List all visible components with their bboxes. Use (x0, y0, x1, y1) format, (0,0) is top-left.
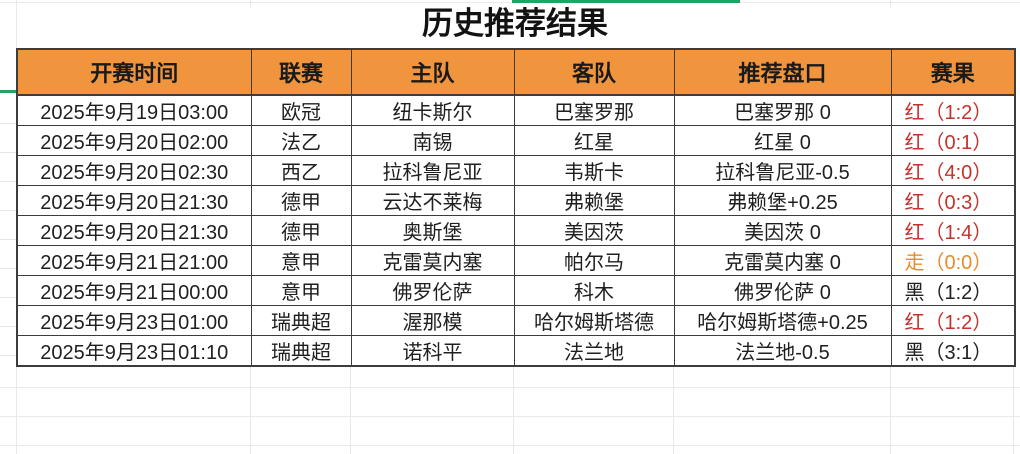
cell-result[interactable]: 红（1:2） (890, 305, 1016, 336)
cell-home-team[interactable]: 云达不莱梅 (350, 185, 515, 216)
header-cell-league[interactable]: 联赛 (250, 48, 352, 96)
cell-home-team[interactable]: 克雷莫内塞 (350, 245, 515, 276)
cell-home-team[interactable]: 奥斯堡 (350, 215, 515, 246)
cell-home-team[interactable]: 渥那模 (350, 305, 515, 336)
cell-result[interactable]: 红（1:4） (890, 215, 1016, 246)
cell-kickoff-time[interactable]: 2025年9月21日21:00 (16, 245, 252, 276)
cell-away-team[interactable]: 法兰地 (513, 335, 675, 367)
cell-home-team[interactable]: 诺科平 (350, 335, 515, 367)
results-table: 开赛时间 联赛 主队 客队 推荐盘口 赛果 2025年9月19日03:00 欧冠… (16, 48, 1016, 367)
cell-away-team[interactable]: 红星 (513, 125, 675, 156)
cell-handicap[interactable]: 红星 0 (673, 125, 892, 156)
gridline (0, 387, 1020, 388)
cell-handicap[interactable]: 拉科鲁尼亚-0.5 (673, 155, 892, 186)
cell-home-team[interactable]: 南锡 (350, 125, 515, 156)
cell-handicap[interactable]: 巴塞罗那 0 (673, 94, 892, 126)
page-title: 历史推荐结果 (422, 6, 608, 41)
gridline (250, 0, 251, 8)
cell-away-team[interactable]: 弗赖堡 (513, 185, 675, 216)
gridline (0, 416, 1020, 417)
cell-result[interactable]: 走（0:0） (890, 245, 1016, 276)
cell-away-team[interactable]: 科木 (513, 275, 675, 306)
cell-league[interactable]: 瑞典超 (250, 305, 352, 336)
cell-home-team[interactable]: 佛罗伦萨 (350, 275, 515, 306)
cell-handicap[interactable]: 美因茨 0 (673, 215, 892, 246)
table-row: 2025年9月23日01:00 瑞典超 渥那模 哈尔姆斯塔德 哈尔姆斯塔德+0.… (16, 305, 1016, 336)
header-cell-away-team[interactable]: 客队 (513, 48, 675, 96)
header-cell-home-team[interactable]: 主队 (350, 48, 515, 96)
gridline (0, 445, 1020, 446)
cell-kickoff-time[interactable]: 2025年9月20日21:30 (16, 215, 252, 246)
table-row: 2025年9月20日21:30 德甲 云达不莱梅 弗赖堡 弗赖堡+0.25 红（… (16, 185, 1016, 216)
table-row: 2025年9月20日02:00 法乙 南锡 红星 红星 0 红（0:1） (16, 125, 1016, 156)
cell-league[interactable]: 意甲 (250, 245, 352, 276)
cell-home-team[interactable]: 纽卡斯尔 (350, 94, 515, 126)
cell-kickoff-time[interactable]: 2025年9月21日00:00 (16, 275, 252, 306)
header-row: 开赛时间 联赛 主队 客队 推荐盘口 赛果 (16, 48, 1016, 96)
table-row: 2025年9月20日21:30 德甲 奥斯堡 美因茨 美因茨 0 红（1:4） (16, 215, 1016, 246)
row-gutter (0, 95, 16, 357)
header-cell-handicap[interactable]: 推荐盘口 (673, 48, 892, 96)
gridline (890, 357, 891, 454)
header-cell-kickoff-time[interactable]: 开赛时间 (16, 48, 252, 96)
cell-league[interactable]: 法乙 (250, 125, 352, 156)
cell-result[interactable]: 红（4:0） (890, 155, 1016, 186)
cell-handicap[interactable]: 克雷莫内塞 0 (673, 245, 892, 276)
cell-result[interactable]: 红（1:2） (890, 94, 1016, 126)
gridline (250, 357, 251, 454)
gridline (1013, 357, 1014, 454)
table-row: 2025年9月21日00:00 意甲 佛罗伦萨 科木 佛罗伦萨 0 黑（1:2） (16, 275, 1016, 306)
table-row: 2025年9月21日21:00 意甲 克雷莫内塞 帕尔马 克雷莫内塞 0 走（0… (16, 245, 1016, 276)
gridline (673, 357, 674, 454)
cell-league[interactable]: 意甲 (250, 275, 352, 306)
cell-result[interactable]: 红（0:1） (890, 125, 1016, 156)
cell-away-team[interactable]: 巴塞罗那 (513, 94, 675, 126)
gridline (513, 357, 514, 454)
cell-away-team[interactable]: 帕尔马 (513, 245, 675, 276)
cell-away-team[interactable]: 哈尔姆斯塔德 (513, 305, 675, 336)
cell-handicap[interactable]: 弗赖堡+0.25 (673, 185, 892, 216)
table-row: 2025年9月19日03:00 欧冠 纽卡斯尔 巴塞罗那 巴塞罗那 0 红（1:… (16, 94, 1016, 126)
header-cell-result[interactable]: 赛果 (890, 48, 1016, 96)
cell-league[interactable]: 瑞典超 (250, 335, 352, 367)
cell-league[interactable]: 德甲 (250, 215, 352, 246)
cell-away-team[interactable]: 美因茨 (513, 215, 675, 246)
cell-result[interactable]: 黑（1:2） (890, 275, 1016, 306)
gridline (0, 2, 1020, 3)
table-row: 2025年9月23日01:10 瑞典超 诺科平 法兰地 法兰地-0.5 黑（3:… (16, 335, 1016, 367)
selection-border-top (512, 0, 740, 3)
gridline (890, 0, 891, 8)
table-row: 2025年9月20日02:30 西乙 拉科鲁尼亚 韦斯卡 拉科鲁尼亚-0.5 红… (16, 155, 1016, 186)
cell-kickoff-time[interactable]: 2025年9月23日01:10 (16, 335, 252, 367)
gridline (350, 357, 351, 454)
cell-home-team[interactable]: 拉科鲁尼亚 (350, 155, 515, 186)
cell-kickoff-time[interactable]: 2025年9月19日03:00 (16, 94, 252, 126)
cell-kickoff-time[interactable]: 2025年9月20日02:30 (16, 155, 252, 186)
cell-handicap[interactable]: 佛罗伦萨 0 (673, 275, 892, 306)
cell-kickoff-time[interactable]: 2025年9月20日21:30 (16, 185, 252, 216)
cell-handicap[interactable]: 哈尔姆斯塔德+0.25 (673, 305, 892, 336)
cell-league[interactable]: 德甲 (250, 185, 352, 216)
cell-result[interactable]: 黑（3:1） (890, 335, 1016, 367)
cell-result[interactable]: 红（0:3） (890, 185, 1016, 216)
cell-away-team[interactable]: 韦斯卡 (513, 155, 675, 186)
cell-kickoff-time[interactable]: 2025年9月23日01:00 (16, 305, 252, 336)
table-body: 2025年9月19日03:00 欧冠 纽卡斯尔 巴塞罗那 巴塞罗那 0 红（1:… (16, 94, 1016, 367)
selection-border-left (0, 90, 16, 93)
cell-league[interactable]: 西乙 (250, 155, 352, 186)
cell-league[interactable]: 欧冠 (250, 94, 352, 126)
cell-kickoff-time[interactable]: 2025年9月20日02:00 (16, 125, 252, 156)
cell-handicap[interactable]: 法兰地-0.5 (673, 335, 892, 367)
